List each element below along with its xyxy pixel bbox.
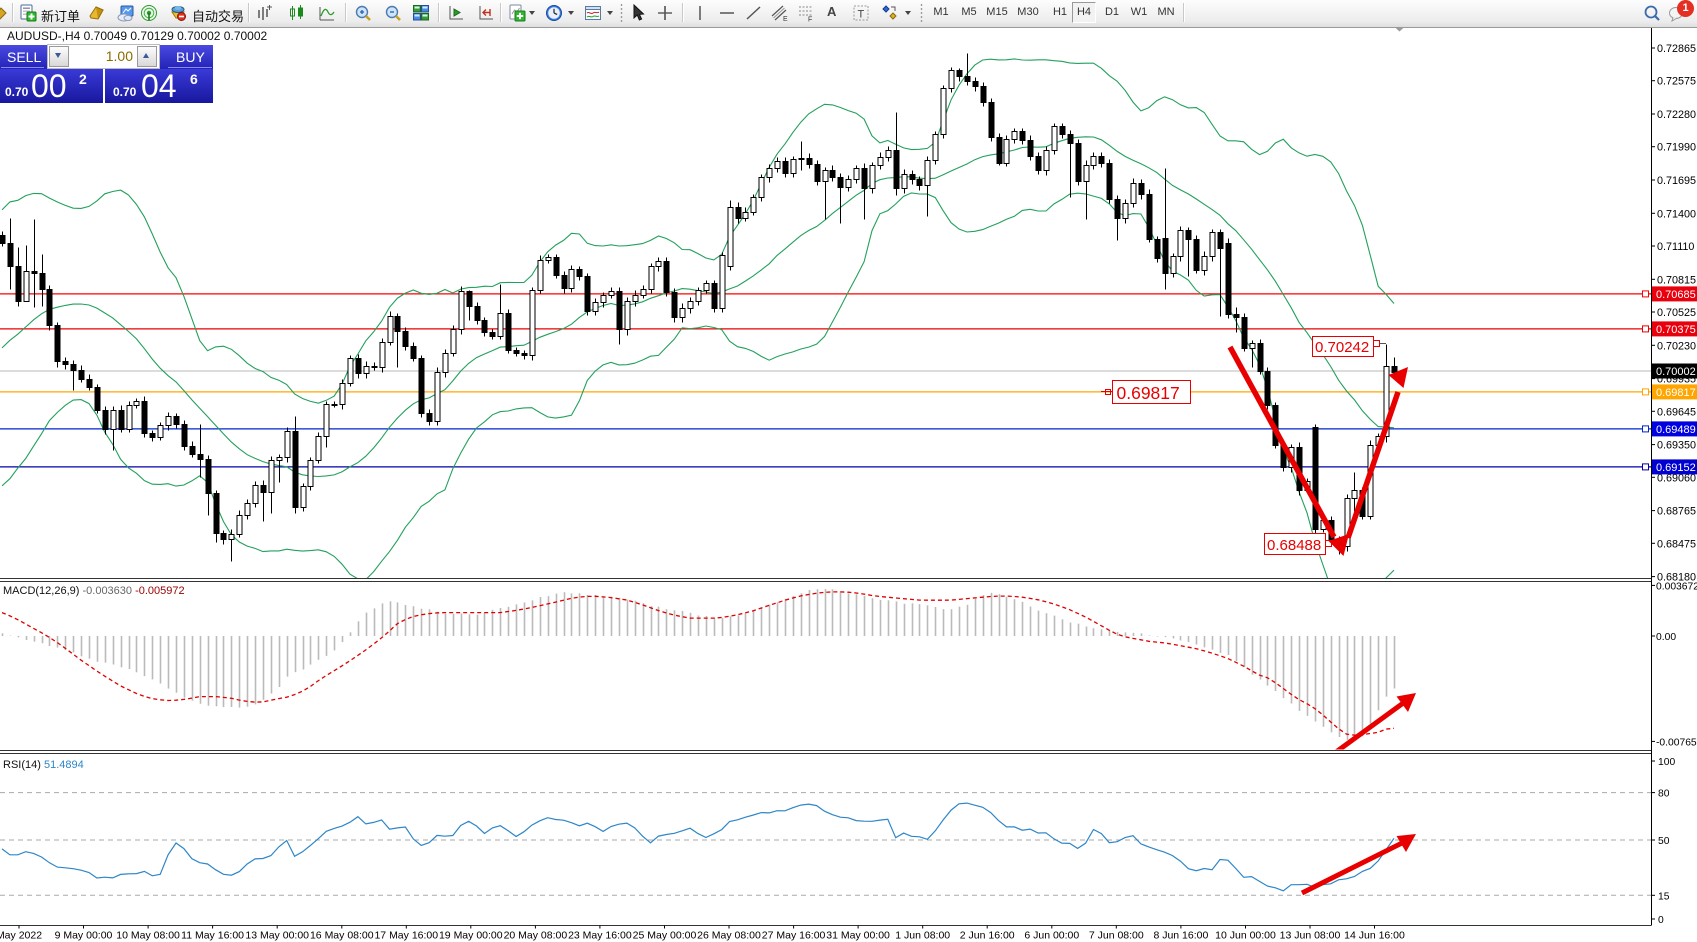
svg-text:0.70230: 0.70230 [1657,340,1696,352]
svg-text:2 Jun 16:00: 2 Jun 16:00 [960,930,1015,942]
svg-text:0.00: 0.00 [1656,632,1676,643]
svg-text:RSI(14) 51.4894: RSI(14) 51.4894 [3,759,84,771]
svg-text:0.72865: 0.72865 [1657,43,1696,55]
svg-text:0.68180: 0.68180 [1657,572,1696,584]
svg-text:11 May 16:00: 11 May 16:00 [181,930,244,942]
svg-text:0.72280: 0.72280 [1657,109,1696,121]
svg-text:17 May 16:00: 17 May 16:00 [374,930,438,942]
svg-text:0.68765: 0.68765 [1657,506,1696,518]
svg-text:1 Jun 08:00: 1 Jun 08:00 [895,930,950,942]
svg-text:27 May 16:00: 27 May 16:00 [762,930,826,942]
svg-text:0.72575: 0.72575 [1657,76,1696,88]
svg-text:0.71110: 0.71110 [1657,241,1694,253]
svg-text:8 Jun 16:00: 8 Jun 16:00 [1153,930,1208,942]
svg-text:0.003672: 0.003672 [1656,581,1697,592]
svg-text:0.70685: 0.70685 [1656,289,1696,301]
svg-text:MACD(12,26,9) -0.003630 -0.005: MACD(12,26,9) -0.003630 -0.005972 [3,585,185,597]
svg-text:E: E [783,16,788,22]
svg-text:10 Jun 00:00: 10 Jun 00:00 [1215,930,1276,942]
svg-text:May 2022: May 2022 [0,930,42,942]
svg-text:25 May 00:00: 25 May 00:00 [633,930,697,942]
svg-text:-0.007656: -0.007656 [1656,737,1697,748]
svg-text:16 May 08:00: 16 May 08:00 [310,930,374,942]
svg-text:0.70375: 0.70375 [1656,324,1696,336]
svg-text:7 Jun 08:00: 7 Jun 08:00 [1089,930,1144,942]
svg-text:50: 50 [1658,836,1670,847]
svg-text:9 May 00:00: 9 May 00:00 [55,930,113,942]
svg-text:T: T [858,9,865,21]
svg-text:0.69645: 0.69645 [1657,406,1696,418]
svg-text:0.69817: 0.69817 [1117,383,1180,403]
svg-text:6 Jun 00:00: 6 Jun 00:00 [1024,930,1079,942]
svg-text:0.70242: 0.70242 [1315,339,1369,356]
svg-text:0.69489: 0.69489 [1656,424,1696,436]
svg-text:14 Jun 16:00: 14 Jun 16:00 [1344,930,1405,942]
svg-text:F: F [808,17,812,23]
svg-text:80: 80 [1658,789,1670,800]
svg-text:10 May 08:00: 10 May 08:00 [116,930,180,942]
svg-text:0.69350: 0.69350 [1657,440,1696,452]
svg-text:100: 100 [1658,757,1675,768]
svg-text:0.69060: 0.69060 [1657,472,1696,484]
svg-text:AUDUSD-,H4 0.70049 0.70129 0.: AUDUSD-,H4 0.70049 0.70129 0.70002 0.700… [7,29,268,43]
svg-text:0.69817: 0.69817 [1656,387,1696,399]
svg-text:13 Jun 08:00: 13 Jun 08:00 [1280,930,1341,942]
svg-text:0.71695: 0.71695 [1657,175,1696,187]
svg-text:26 May 08:00: 26 May 08:00 [697,930,761,942]
svg-text:20 May 08:00: 20 May 08:00 [504,930,568,942]
svg-text:0.71400: 0.71400 [1657,208,1696,220]
svg-text:13 May 00:00: 13 May 00:00 [245,930,309,942]
svg-text:0.70815: 0.70815 [1657,274,1696,286]
svg-text:0: 0 [1658,915,1664,926]
svg-text:23 May 16:00: 23 May 16:00 [568,930,632,942]
svg-text:0.68475: 0.68475 [1657,538,1696,550]
svg-text:0.68488: 0.68488 [1267,537,1321,554]
svg-text:19 May 00:00: 19 May 00:00 [439,930,503,942]
svg-text:15: 15 [1658,891,1670,902]
svg-text:0.71990: 0.71990 [1657,142,1696,154]
svg-text:0.70002: 0.70002 [1656,366,1696,378]
svg-text:31 May 00:00: 31 May 00:00 [826,930,890,942]
svg-text:0.70525: 0.70525 [1657,307,1696,319]
svg-text:0.69152: 0.69152 [1656,462,1696,474]
